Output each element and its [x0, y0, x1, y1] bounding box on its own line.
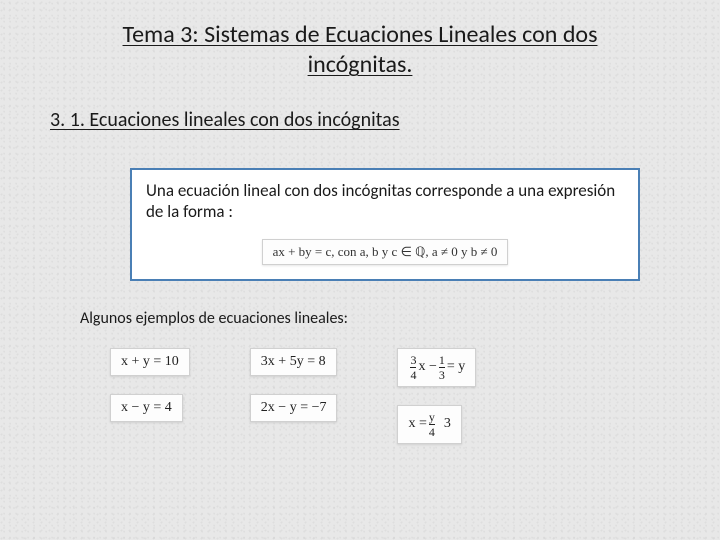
equation-box: 3x + 5y = 8	[250, 348, 337, 376]
formula-row: ax + by = c, con a, b y c ∈ ℚ, a ≠ 0 y b…	[146, 239, 624, 265]
section-subtitle: 3. 1. Ecuaciones lineales con dos incógn…	[50, 108, 670, 132]
equation-box: 3 4 x − 1 3 = y	[397, 348, 476, 387]
examples-col-3: 3 4 x − 1 3 = y x = y 4 3	[397, 348, 476, 444]
examples-col-2: 3x + 5y = 8 2x − y = −7	[250, 348, 338, 444]
formula-box: ax + by = c, con a, b y c ∈ ℚ, a ≠ 0 y b…	[262, 239, 509, 265]
slide-content: Tema 3: Sistemas de Ecuaciones Lineales …	[0, 0, 720, 444]
fraction: y 4	[429, 411, 435, 438]
equation-box: x − y = 4	[110, 394, 183, 422]
equation-box: x = y 4 3	[397, 405, 461, 444]
fraction: 1 3	[439, 354, 445, 381]
definition-text: Una ecuación lineal con dos incógnitas c…	[146, 180, 624, 223]
equation-box: 2x − y = −7	[250, 394, 338, 422]
slide-title: Tema 3: Sistemas de Ecuaciones Lineales …	[100, 20, 620, 80]
examples-label: Algunos ejemplos de ecuaciones lineales:	[80, 309, 670, 328]
fraction: 3 4	[410, 354, 416, 381]
equation-box: x + y = 10	[110, 348, 190, 376]
examples-col-1: x + y = 10 x − y = 4	[110, 348, 190, 444]
definition-box: Una ecuación lineal con dos incógnitas c…	[130, 168, 640, 281]
examples-grid: x + y = 10 x − y = 4 3x + 5y = 8 2x − y …	[110, 348, 670, 444]
